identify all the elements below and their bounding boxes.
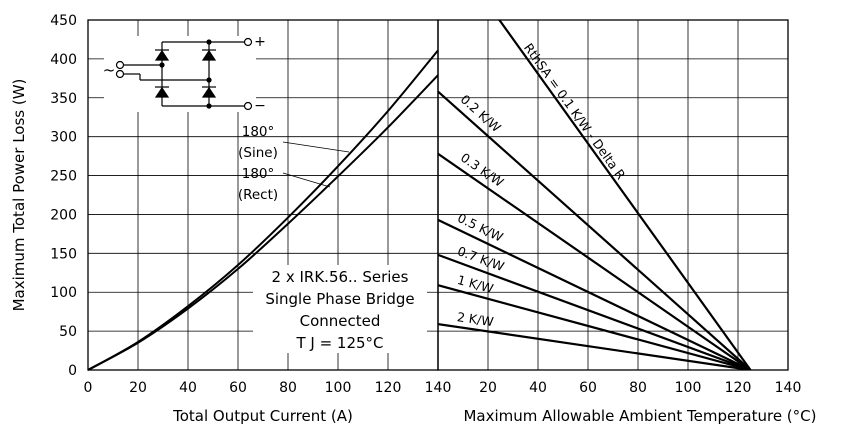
y-tick-label: 350 (50, 91, 77, 107)
junction-2 (206, 103, 212, 109)
sine-label-line-1: 180° (242, 124, 275, 140)
thermal-line (438, 218, 751, 370)
annotation-background (253, 265, 427, 353)
left-tick-labels: 0 50 100 150 200 250 300 350 400 450 0 20 40 60 80 100 1… (50, 13, 451, 396)
device-annotation: 2 x IRK.56.. Series Single Phase Bridge … (265, 268, 414, 352)
thyristor-bottom-left-icon (154, 86, 170, 98)
left-curves (87, 49, 439, 371)
y-tick-label: 200 (50, 207, 77, 223)
left-x-tick-label: 0 (84, 380, 93, 396)
annotation-line-3: Connected (300, 312, 381, 330)
thermal-line (498, 20, 752, 370)
left-x-tick-label: 120 (375, 380, 402, 396)
y-tick-label: 100 (50, 285, 77, 301)
thyristor-top-right-icon (201, 49, 217, 61)
annotation-line-2: Single Phase Bridge (265, 290, 414, 308)
right-tick-labels: 20 40 60 80 100 120 140 (479, 380, 801, 396)
thermal-line (438, 152, 752, 370)
y-tick-label: 300 (50, 130, 77, 146)
rect-leader-line (282, 172, 331, 188)
left-y-axis-label: Maximum Total Power Loss (W) (10, 79, 28, 312)
right-x-tick-label: 100 (675, 380, 702, 396)
ac-terminal-2 (115, 69, 125, 79)
left-x-tick-label: 100 (325, 380, 352, 396)
thyristor-bottom-right-icon (201, 86, 217, 98)
y-tick-label: 250 (50, 169, 77, 185)
sine-leader-line (282, 141, 350, 153)
right-x-axis-label: Maximum Allowable Ambient Temperature (°… (463, 407, 816, 425)
junction-3 (159, 62, 165, 68)
right-x-tick-label: 40 (529, 380, 547, 396)
y-tick-label: 0 (68, 363, 77, 379)
thermal-line (438, 253, 751, 370)
thermal-line-label: 2 K/W (456, 309, 494, 329)
y-tick-label: 400 (50, 52, 77, 68)
right-x-tick-label: 20 (479, 380, 497, 396)
y-tick-label: 50 (59, 324, 77, 340)
ac-terminal-1 (115, 60, 125, 70)
thermal-lines-group (438, 20, 752, 370)
rect-label-line-2: (Rect) (238, 187, 278, 203)
rect-curve-label: 180° (Rect) (238, 166, 278, 203)
right-x-tick-label: 140 (775, 380, 802, 396)
plus-terminal (243, 37, 253, 47)
bridge-circuit-diagram (104, 36, 256, 112)
y-tick-label: 450 (50, 13, 77, 29)
junction-1 (206, 39, 212, 45)
minus-symbol: − (254, 98, 266, 114)
left-x-tick-label: 60 (229, 380, 247, 396)
left-x-tick-label: 140 (425, 380, 452, 396)
thermal-line (438, 284, 751, 370)
sine-curve-label: 180° (Sine) (238, 124, 278, 161)
right-plot-frame (437, 19, 789, 371)
thyristor-top-left-icon (154, 49, 170, 61)
thermal-line (438, 323, 751, 370)
annotation-line-1: 2 x IRK.56.. Series (272, 268, 409, 286)
left-x-tick-label: 40 (179, 380, 197, 396)
y-tick-label: 150 (50, 246, 77, 262)
minus-terminal (243, 101, 253, 111)
rect-label-line-1: 180° (242, 166, 275, 182)
sine-label-line-2: (Sine) (238, 145, 278, 161)
thermal-line (438, 90, 752, 370)
left-x-axis-label: Total Output Current (A) (172, 407, 353, 425)
left-x-tick-label: 20 (129, 380, 147, 396)
rect-curve (87, 74, 439, 371)
right-x-tick-label: 80 (629, 380, 647, 396)
plus-symbol: + (254, 34, 266, 50)
right-x-tick-label: 60 (579, 380, 597, 396)
left-x-tick-label: 80 (279, 380, 297, 396)
junction-4 (206, 77, 212, 83)
right-x-tick-label: 120 (725, 380, 752, 396)
annotation-line-4: T J = 125°C (295, 334, 383, 352)
ac-symbol: ~ (103, 61, 116, 79)
